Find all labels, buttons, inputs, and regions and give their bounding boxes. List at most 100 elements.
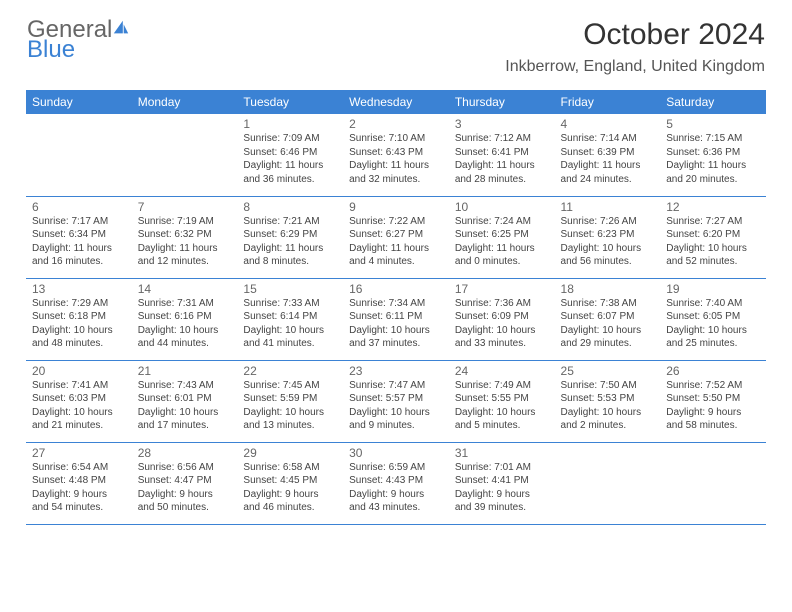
day-info-line: Daylight: 9 hours: [243, 488, 337, 502]
day-info-line: Daylight: 10 hours: [349, 406, 443, 420]
day-info-line: Sunset: 6:07 PM: [561, 310, 655, 324]
day-info-line: and 17 minutes.: [138, 419, 232, 433]
day-info-line: and 2 minutes.: [561, 419, 655, 433]
calendar-day: 14Sunrise: 7:31 AMSunset: 6:16 PMDayligh…: [132, 278, 238, 360]
calendar-day: 1Sunrise: 7:09 AMSunset: 6:46 PMDaylight…: [237, 114, 343, 196]
day-info-line: and 20 minutes.: [666, 173, 760, 187]
day-info-line: Daylight: 11 hours: [349, 159, 443, 173]
calendar-day: 16Sunrise: 7:34 AMSunset: 6:11 PMDayligh…: [343, 278, 449, 360]
calendar-day: 20Sunrise: 7:41 AMSunset: 6:03 PMDayligh…: [26, 360, 132, 442]
day-number: 4: [561, 117, 655, 131]
day-info-line: and 54 minutes.: [32, 501, 126, 515]
day-info-line: Sunset: 6:03 PM: [32, 392, 126, 406]
day-info-line: Daylight: 9 hours: [138, 488, 232, 502]
day-header: Monday: [132, 90, 238, 114]
day-info-line: Sunset: 4:45 PM: [243, 474, 337, 488]
calendar-day: 10Sunrise: 7:24 AMSunset: 6:25 PMDayligh…: [449, 196, 555, 278]
day-info-line: Sunset: 5:59 PM: [243, 392, 337, 406]
day-info-line: and 8 minutes.: [243, 255, 337, 269]
calendar-day: 19Sunrise: 7:40 AMSunset: 6:05 PMDayligh…: [660, 278, 766, 360]
day-info-line: and 33 minutes.: [455, 337, 549, 351]
day-info-line: Sunrise: 7:10 AM: [349, 132, 443, 146]
calendar-day: 9Sunrise: 7:22 AMSunset: 6:27 PMDaylight…: [343, 196, 449, 278]
day-info-line: and 9 minutes.: [349, 419, 443, 433]
day-number: 21: [138, 364, 232, 378]
day-info-line: Daylight: 10 hours: [561, 406, 655, 420]
day-info-line: Sunrise: 7:31 AM: [138, 297, 232, 311]
day-info-line: Sunrise: 7:47 AM: [349, 379, 443, 393]
day-info-line: and 13 minutes.: [243, 419, 337, 433]
day-info-line: and 12 minutes.: [138, 255, 232, 269]
day-info-line: Sunset: 6:27 PM: [349, 228, 443, 242]
day-info-line: and 21 minutes.: [32, 419, 126, 433]
day-info-line: Daylight: 10 hours: [243, 324, 337, 338]
day-info-line: Sunrise: 7:34 AM: [349, 297, 443, 311]
day-info-line: and 39 minutes.: [455, 501, 549, 515]
calendar-day: 27Sunrise: 6:54 AMSunset: 4:48 PMDayligh…: [26, 442, 132, 524]
day-info-line: Sunset: 5:50 PM: [666, 392, 760, 406]
day-info-line: Sunset: 6:43 PM: [349, 146, 443, 160]
day-number: 20: [32, 364, 126, 378]
day-number: 18: [561, 282, 655, 296]
calendar-day: 11Sunrise: 7:26 AMSunset: 6:23 PMDayligh…: [555, 196, 661, 278]
calendar-day: 3Sunrise: 7:12 AMSunset: 6:41 PMDaylight…: [449, 114, 555, 196]
day-info-line: Sunrise: 7:40 AM: [666, 297, 760, 311]
sail-icon: [112, 19, 130, 37]
day-info-line: Daylight: 11 hours: [243, 242, 337, 256]
day-info-line: Daylight: 11 hours: [455, 159, 549, 173]
day-number: 12: [666, 200, 760, 214]
day-info-line: and 16 minutes.: [32, 255, 126, 269]
header: General Blue October 2024 Inkberrow, Eng…: [0, 0, 792, 82]
day-info-line: Sunrise: 7:45 AM: [243, 379, 337, 393]
day-info-line: Sunset: 6:29 PM: [243, 228, 337, 242]
calendar-day: 23Sunrise: 7:47 AMSunset: 5:57 PMDayligh…: [343, 360, 449, 442]
day-info-line: Sunset: 6:20 PM: [666, 228, 760, 242]
day-info-line: Sunrise: 7:01 AM: [455, 461, 549, 475]
day-number: 28: [138, 446, 232, 460]
day-info-line: and 5 minutes.: [455, 419, 549, 433]
calendar-day: 18Sunrise: 7:38 AMSunset: 6:07 PMDayligh…: [555, 278, 661, 360]
day-info-line: and 44 minutes.: [138, 337, 232, 351]
day-number: 16: [349, 282, 443, 296]
day-info-line: and 24 minutes.: [561, 173, 655, 187]
calendar-table: SundayMondayTuesdayWednesdayThursdayFrid…: [26, 90, 766, 525]
day-info-line: Sunset: 6:41 PM: [455, 146, 549, 160]
day-info-line: Daylight: 10 hours: [666, 324, 760, 338]
day-info-line: and 56 minutes.: [561, 255, 655, 269]
day-info-line: Sunset: 6:16 PM: [138, 310, 232, 324]
day-number: 25: [561, 364, 655, 378]
day-info-line: Sunrise: 7:33 AM: [243, 297, 337, 311]
calendar-day: 24Sunrise: 7:49 AMSunset: 5:55 PMDayligh…: [449, 360, 555, 442]
day-info-line: and 43 minutes.: [349, 501, 443, 515]
calendar-empty: [555, 442, 661, 524]
day-info-line: and 28 minutes.: [455, 173, 549, 187]
day-number: 19: [666, 282, 760, 296]
day-info-line: Sunrise: 7:15 AM: [666, 132, 760, 146]
day-header: Saturday: [660, 90, 766, 114]
day-number: 27: [32, 446, 126, 460]
day-info-line: Sunset: 6:46 PM: [243, 146, 337, 160]
day-info-line: Sunset: 4:41 PM: [455, 474, 549, 488]
calendar-day: 4Sunrise: 7:14 AMSunset: 6:39 PMDaylight…: [555, 114, 661, 196]
day-header: Friday: [555, 90, 661, 114]
day-number: 31: [455, 446, 549, 460]
day-info-line: Sunset: 6:34 PM: [32, 228, 126, 242]
day-info-line: Sunrise: 7:52 AM: [666, 379, 760, 393]
day-info-line: and 4 minutes.: [349, 255, 443, 269]
day-info-line: Sunrise: 7:36 AM: [455, 297, 549, 311]
calendar-day: 17Sunrise: 7:36 AMSunset: 6:09 PMDayligh…: [449, 278, 555, 360]
day-info-line: and 32 minutes.: [349, 173, 443, 187]
calendar-empty: [660, 442, 766, 524]
day-info-line: Sunrise: 6:58 AM: [243, 461, 337, 475]
day-info-line: Sunset: 6:09 PM: [455, 310, 549, 324]
day-info-line: Daylight: 11 hours: [455, 242, 549, 256]
day-info-line: Sunset: 6:39 PM: [561, 146, 655, 160]
day-info-line: Sunrise: 7:43 AM: [138, 379, 232, 393]
day-header: Tuesday: [237, 90, 343, 114]
day-info-line: Sunrise: 7:50 AM: [561, 379, 655, 393]
day-info-line: Sunrise: 7:24 AM: [455, 215, 549, 229]
day-number: 1: [243, 117, 337, 131]
day-number: 24: [455, 364, 549, 378]
day-number: 14: [138, 282, 232, 296]
day-info-line: Sunrise: 7:17 AM: [32, 215, 126, 229]
